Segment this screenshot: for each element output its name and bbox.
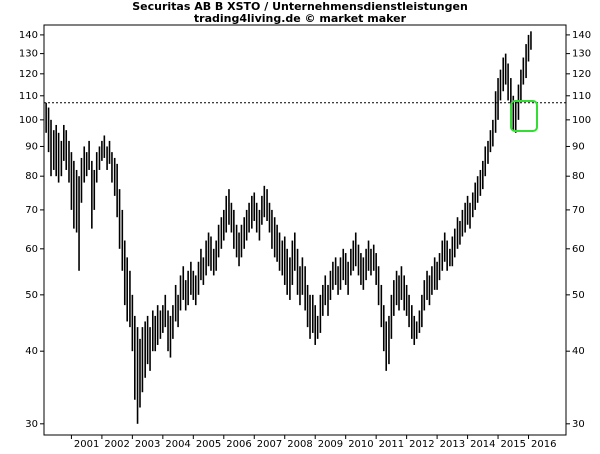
x-tick-label: 2016: [531, 439, 556, 450]
x-tick-label: 2005: [196, 439, 221, 450]
y-tick-label: 30: [25, 419, 38, 430]
x-tick-label: 2010: [348, 439, 373, 450]
x-tick-label: 2007: [257, 439, 282, 450]
x-tick-label: 2006: [226, 439, 251, 450]
x-tick-label: 2008: [287, 439, 312, 450]
y-tick-label: 130: [19, 49, 38, 60]
x-tick-label: 2009: [318, 439, 343, 450]
highlight-box: [510, 100, 538, 132]
y2-tick-label: 140: [572, 30, 591, 41]
x-tick-label: 2001: [74, 439, 99, 450]
y2-tick-label: 130: [572, 49, 591, 60]
y2-tick-label: 30: [572, 419, 585, 430]
y-tick-label: 40: [25, 346, 38, 357]
y2-tick-label: 50: [572, 290, 585, 301]
y2-tick-label: 90: [572, 141, 585, 152]
x-tick-label: 2004: [165, 439, 190, 450]
x-tick-label: 2011: [379, 439, 404, 450]
y-tick-label: 100: [19, 115, 38, 126]
y-tick-label: 50: [25, 290, 38, 301]
y-tick-label: 70: [25, 205, 38, 216]
y2-tick-label: 100: [572, 115, 591, 126]
y-tick-label: 140: [19, 30, 38, 41]
y2-tick-label: 60: [572, 244, 585, 255]
x-tick-label: 2015: [501, 439, 526, 450]
x-tick-label: 2002: [104, 439, 129, 450]
x-tick-label: 2003: [135, 439, 160, 450]
chart-subtitle: trading4living.de © market maker: [194, 12, 407, 25]
plot-frame: [43, 24, 567, 436]
chart-title: Securitas AB B XSTO / Unternehmensdienst…: [132, 0, 468, 13]
y2-tick-label: 120: [572, 69, 591, 80]
y2-tick-label: 40: [572, 346, 585, 357]
x-tick-label: 2013: [440, 439, 465, 450]
x-tick-label: 2012: [409, 439, 434, 450]
y-tick-label: 110: [19, 91, 38, 102]
x-tick-label: 2014: [470, 439, 495, 450]
y2-tick-label: 80: [572, 171, 585, 182]
y-tick-label: 80: [25, 171, 38, 182]
y-tick-label: 120: [19, 69, 38, 80]
y2-tick-label: 70: [572, 205, 585, 216]
y2-tick-label: 110: [572, 91, 591, 102]
y-tick-label: 60: [25, 244, 38, 255]
y-tick-label: 90: [25, 141, 38, 152]
